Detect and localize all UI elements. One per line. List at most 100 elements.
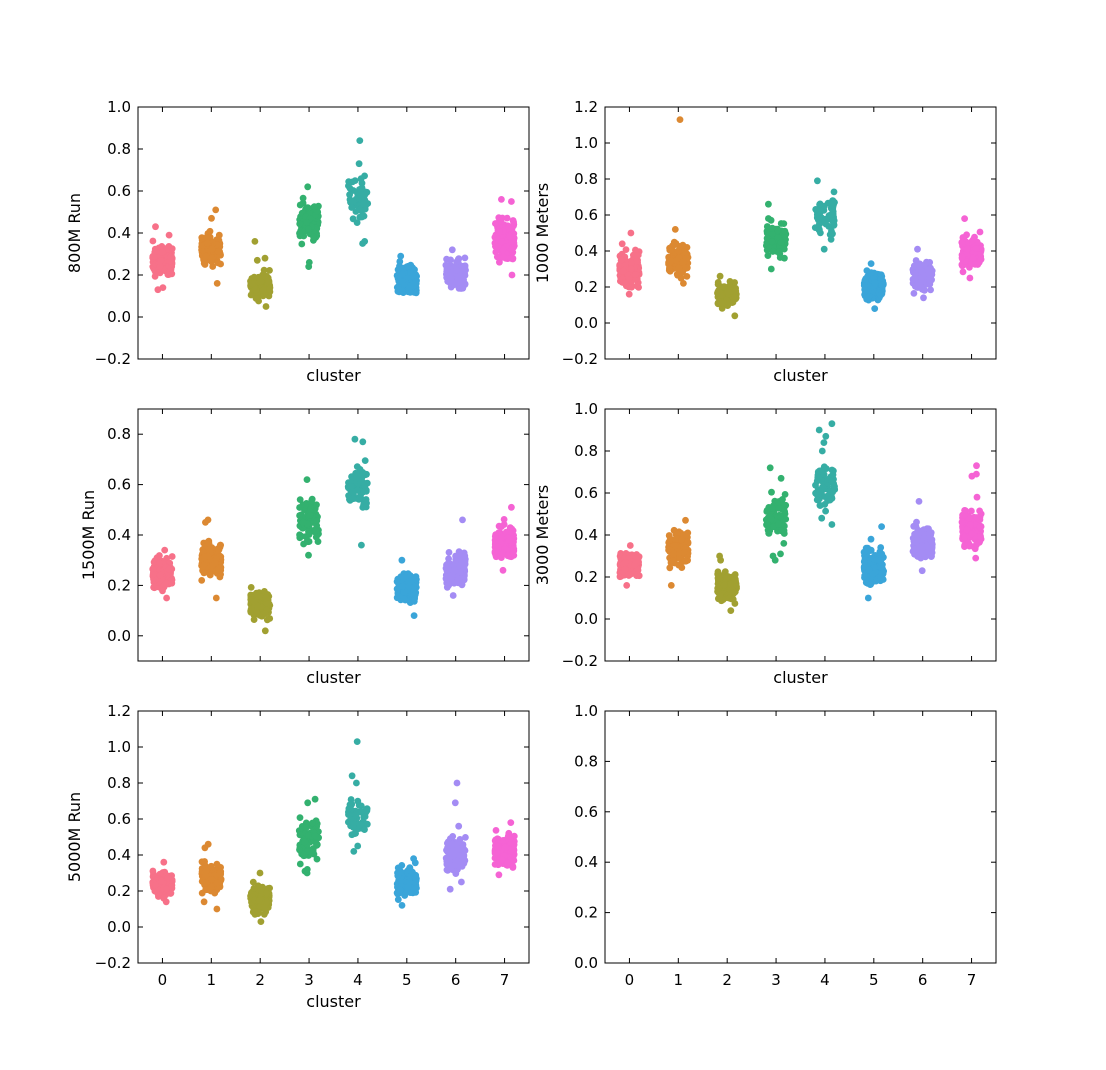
- point-outlier: [915, 498, 923, 505]
- point-outlier: [410, 855, 417, 862]
- y-tick-label: 0.2: [574, 278, 598, 296]
- point: [443, 861, 451, 868]
- point: [911, 274, 919, 282]
- point: [824, 476, 831, 483]
- point-outlier: [397, 252, 405, 260]
- point: [164, 874, 172, 881]
- point: [448, 279, 456, 287]
- point: [768, 230, 776, 238]
- y-tick-label: 0.6: [574, 206, 598, 224]
- point: [358, 192, 365, 199]
- point: [500, 253, 507, 261]
- point: [206, 227, 214, 235]
- point-outlier: [625, 290, 633, 298]
- point: [399, 583, 407, 590]
- point: [360, 200, 367, 208]
- point: [768, 224, 776, 232]
- point: [724, 288, 732, 295]
- point: [682, 557, 690, 565]
- point: [817, 229, 824, 237]
- point: [296, 860, 304, 868]
- point: [255, 897, 263, 904]
- point: [249, 878, 257, 886]
- point-outlier: [162, 898, 170, 906]
- point: [444, 563, 452, 571]
- point: [927, 553, 935, 560]
- point: [247, 584, 255, 591]
- point-outlier: [973, 493, 981, 501]
- point-outlier: [676, 116, 684, 123]
- point: [304, 204, 312, 212]
- point: [361, 457, 369, 464]
- point: [628, 283, 635, 291]
- point: [452, 870, 460, 877]
- point: [363, 499, 370, 507]
- point: [454, 257, 462, 264]
- point: [775, 520, 782, 528]
- point-outlier: [163, 594, 171, 602]
- point: [394, 896, 402, 903]
- point: [829, 488, 836, 496]
- point-outlier: [200, 898, 208, 906]
- point: [208, 876, 215, 883]
- point: [350, 824, 357, 831]
- point: [973, 541, 980, 549]
- point: [260, 266, 268, 274]
- point: [217, 564, 225, 571]
- point: [861, 286, 869, 294]
- point: [253, 608, 261, 616]
- point-outlier: [820, 439, 828, 446]
- point: [447, 256, 454, 264]
- point: [781, 254, 788, 262]
- point: [510, 545, 518, 553]
- point: [452, 861, 459, 869]
- y-tick-label: 0.6: [574, 484, 598, 502]
- point: [361, 826, 368, 833]
- point: [776, 513, 784, 521]
- point: [506, 536, 513, 544]
- point: [449, 840, 456, 848]
- point-outlier: [623, 582, 631, 589]
- point: [252, 295, 260, 302]
- point: [259, 286, 267, 294]
- point: [763, 234, 771, 242]
- point-outlier: [256, 869, 264, 877]
- point: [666, 246, 674, 254]
- point: [349, 488, 357, 496]
- point-outlier: [777, 550, 784, 558]
- point: [266, 285, 273, 293]
- point: [452, 847, 460, 855]
- point: [346, 497, 354, 504]
- points-middle-right: [616, 420, 985, 614]
- point: [460, 559, 467, 566]
- point-outlier: [304, 183, 312, 191]
- point: [394, 872, 402, 880]
- point: [628, 265, 635, 273]
- point: [916, 261, 924, 269]
- point: [768, 238, 776, 246]
- point: [826, 496, 834, 504]
- point: [399, 287, 406, 295]
- point-outlier: [731, 312, 739, 320]
- point: [296, 532, 304, 540]
- point-outlier: [303, 476, 311, 483]
- point: [972, 245, 980, 253]
- point-outlier: [961, 215, 968, 223]
- x-axis-label: cluster: [773, 668, 828, 687]
- point: [976, 228, 984, 236]
- point: [969, 236, 977, 244]
- point: [976, 523, 984, 531]
- point: [863, 295, 871, 303]
- point-outlier: [262, 303, 270, 310]
- point: [305, 528, 312, 535]
- point: [961, 507, 968, 514]
- point: [911, 545, 918, 553]
- y-tick-label: 1.0: [107, 98, 131, 116]
- point: [726, 278, 734, 285]
- point-outlier: [627, 229, 635, 237]
- point-outlier: [358, 541, 365, 549]
- point: [959, 268, 967, 276]
- point: [313, 522, 321, 529]
- point: [356, 821, 364, 829]
